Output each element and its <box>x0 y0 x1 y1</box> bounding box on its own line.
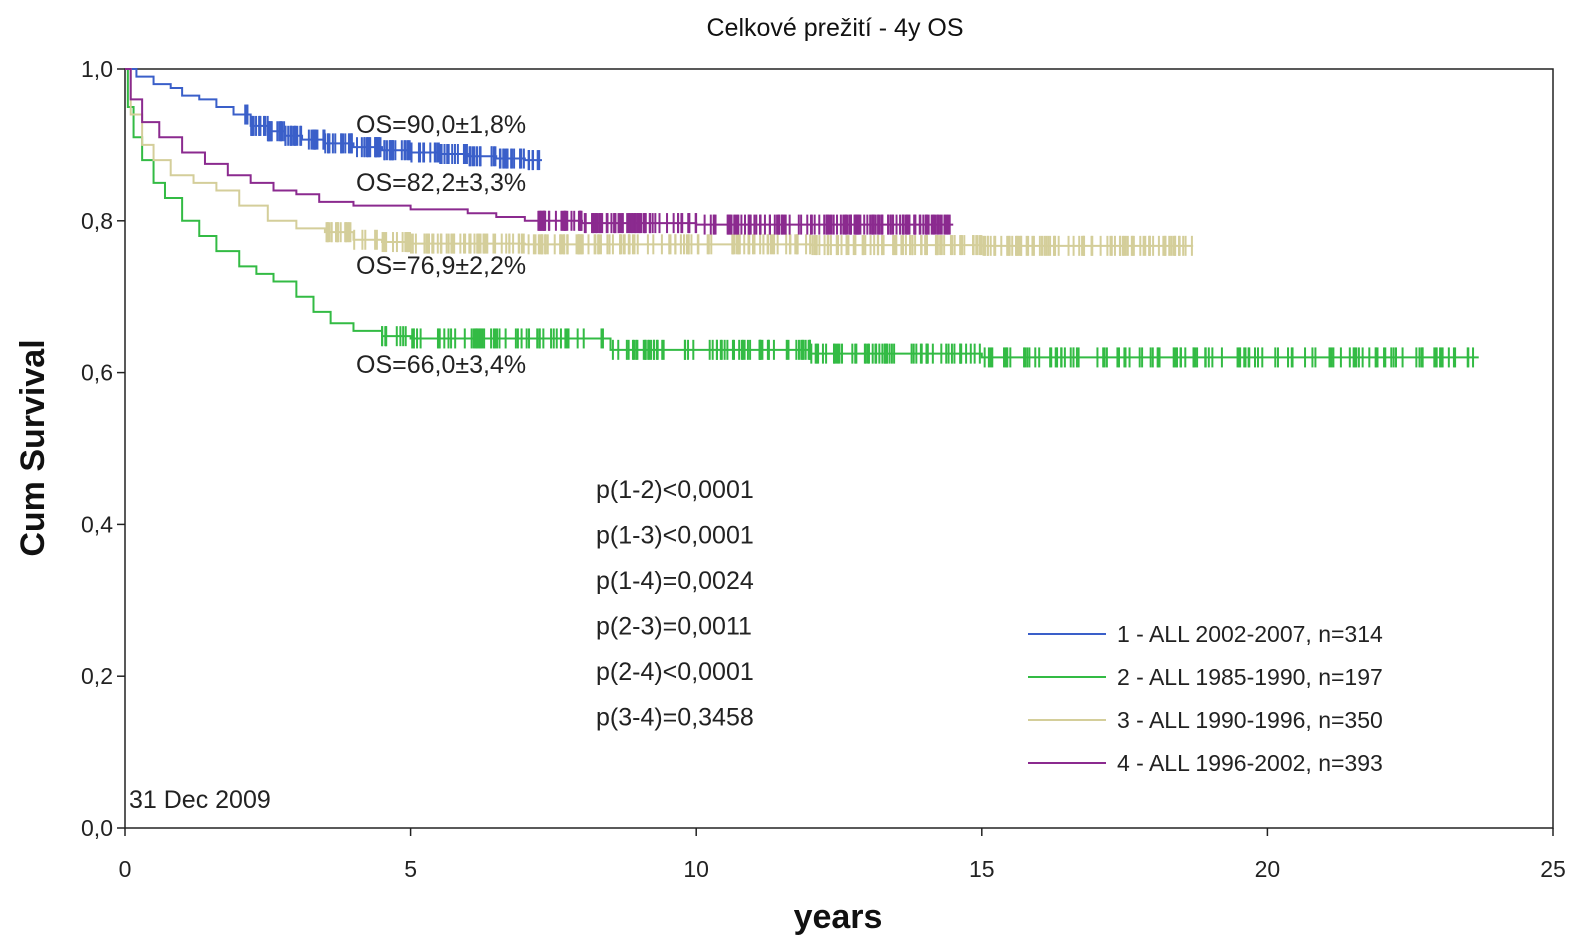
p-values: p(1-2)<0,0001 p(1-3)<0,0001 p(1-4)=0,0024 p… <box>596 476 754 732</box>
y-tick-label: 0,4 <box>81 511 113 537</box>
axis-ticks: 0 5 10 15 20 25 0,0 0,2 0,4 0,6 0,8 1,0 <box>81 56 1566 882</box>
x-tick-label: 10 <box>683 856 709 882</box>
p-value: p(1-4)=0,0024 <box>596 567 754 595</box>
y-tick-label: 0,8 <box>81 208 113 234</box>
x-axis-label: years <box>794 898 883 936</box>
plot-frame <box>124 68 1554 829</box>
p-value: p(1-3)<0,0001 <box>596 522 754 550</box>
p-value: p(3-4)=0,3458 <box>596 704 754 732</box>
y-tick-label: 0,6 <box>81 360 113 386</box>
legend-label: 4 - ALL 1996-2002, n=393 <box>1117 750 1383 776</box>
x-tick-label: 0 <box>119 856 132 882</box>
legend-label: 1 - ALL 2002-2007, n=314 <box>1117 621 1383 647</box>
y-tick-label: 1,0 <box>81 56 113 82</box>
x-tick-label: 5 <box>404 856 417 882</box>
chart-title: Celkové prežití - 4y OS <box>706 14 963 42</box>
legend-label: 3 - ALL 1990-1996, n=350 <box>1117 707 1383 733</box>
p-value: p(2-4)<0,0001 <box>596 658 754 686</box>
os-label-2: OS=66,0±3,4% <box>356 351 526 379</box>
os-annotations: OS=90,0±1,8% OS=66,0±3,4% OS=76,9±2,2% OS=8… <box>356 111 526 379</box>
y-tick-label: 0,0 <box>81 815 113 841</box>
survival-curves <box>125 68 1479 368</box>
x-tick-label: 25 <box>1540 856 1566 882</box>
survival-line-4 <box>125 68 954 226</box>
os-label-4: OS=82,2±3,3% <box>356 169 526 197</box>
legend-label: 2 - ALL 1985-1990, n=197 <box>1117 664 1383 690</box>
survival-line-3 <box>125 68 1194 247</box>
y-tick-label: 0,2 <box>81 663 113 689</box>
survival-line-2 <box>125 68 1479 359</box>
p-value: p(1-2)<0,0001 <box>596 476 754 504</box>
x-tick-label: 15 <box>969 856 995 882</box>
os-label-3: OS=76,9±2,2% <box>356 252 526 280</box>
x-tick-label: 20 <box>1255 856 1281 882</box>
os-label-1: OS=90,0±1,8% <box>356 111 526 139</box>
y-axis-label: Cum Survival <box>14 339 52 556</box>
date-note: 31 Dec 2009 <box>129 786 271 814</box>
p-value: p(2-3)=0,0011 <box>596 613 752 641</box>
legend: 1 - ALL 2002-2007, n=314 2 - ALL 1985-199… <box>1028 621 1383 776</box>
